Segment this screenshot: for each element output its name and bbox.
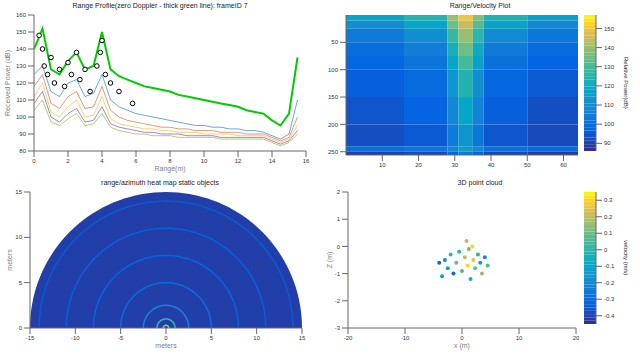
svg-text:15: 15	[299, 335, 306, 341]
svg-text:100: 100	[604, 121, 615, 127]
html-text:3D point cloud: 3D point cloud	[457, 179, 503, 186]
svg-text:120: 120	[604, 83, 615, 89]
svg-text:1: 1	[337, 216, 341, 222]
svg-text:140: 140	[16, 46, 27, 52]
svg-text:meters: meters	[155, 342, 177, 349]
svg-text:50: 50	[524, 162, 531, 168]
svg-text:0: 0	[164, 335, 168, 341]
svg-text:0.3: 0.3	[604, 197, 613, 203]
svg-text:14: 14	[269, 158, 276, 164]
svg-text:0.1: 0.1	[604, 230, 613, 236]
svg-text:0: 0	[19, 325, 23, 331]
svg-text:15: 15	[15, 189, 22, 195]
svg-text:130: 130	[604, 64, 615, 70]
svg-text:-20: -20	[344, 335, 353, 341]
svg-text:8: 8	[168, 158, 172, 164]
svg-text:2: 2	[66, 158, 70, 164]
svg-text:20: 20	[415, 162, 422, 168]
svg-text:-0.1: -0.1	[604, 263, 615, 269]
svg-text:100: 100	[328, 67, 339, 73]
svg-text:-0.2: -0.2	[604, 280, 615, 286]
svg-text:-10: -10	[401, 335, 410, 341]
svg-text:0: 0	[604, 247, 608, 253]
svg-text:110: 110	[604, 102, 614, 108]
svg-text:90: 90	[19, 131, 26, 137]
svg-text:-1: -1	[335, 271, 341, 277]
html-text:range/azimuth heat map static: range/azimuth heat map static objects	[101, 179, 219, 186]
html-text:Range Profile(zero Doppler - t: Range Profile(zero Doppler - thick green…	[72, 2, 248, 9]
svg-text:Range(m): Range(m)	[154, 165, 185, 173]
svg-text:60: 60	[560, 162, 567, 168]
svg-text:10: 10	[379, 162, 386, 168]
svg-text:-5: -5	[118, 335, 124, 341]
svg-text:140: 140	[604, 45, 615, 51]
svg-text:110: 110	[16, 97, 26, 103]
svg-text:16: 16	[303, 158, 310, 164]
svg-text:100: 100	[16, 114, 27, 120]
svg-text:40: 40	[488, 162, 495, 168]
html-text:Relative Power(dB): Relative Power(dB)	[622, 57, 629, 109]
svg-text:120: 120	[16, 80, 27, 86]
svg-text:x (m): x (m)	[454, 342, 470, 350]
svg-text:160: 160	[16, 12, 27, 18]
html-text:velocity (m/s): velocity (m/s)	[622, 240, 629, 276]
svg-text:6: 6	[134, 158, 138, 164]
svg-text:0: 0	[32, 158, 36, 164]
svg-text:10: 10	[253, 335, 260, 341]
svg-text:0: 0	[460, 335, 464, 341]
svg-text:Z (m): Z (m)	[326, 252, 334, 269]
svg-text:250: 250	[328, 149, 339, 155]
svg-text:90: 90	[604, 140, 611, 146]
svg-text:20: 20	[573, 335, 580, 341]
svg-text:12: 12	[235, 158, 242, 164]
svg-text:meters: meters	[6, 249, 13, 271]
svg-text:-0.4: -0.4	[604, 313, 615, 319]
svg-text:200: 200	[328, 122, 339, 128]
svg-text:5: 5	[210, 335, 214, 341]
svg-text:-10: -10	[71, 335, 80, 341]
svg-text:-15: -15	[26, 335, 35, 341]
svg-text:-0.3: -0.3	[604, 296, 615, 302]
svg-text:5: 5	[19, 280, 23, 286]
svg-text:0.2: 0.2	[604, 214, 613, 220]
svg-text:Received Power (dB): Received Power (dB)	[4, 50, 12, 116]
svg-text:2: 2	[337, 189, 341, 195]
html-text:Range/Velocity Plot: Range/Velocity Plot	[449, 2, 511, 9]
svg-text:80: 80	[19, 148, 26, 154]
svg-text:10: 10	[201, 158, 208, 164]
svg-text:0: 0	[337, 244, 341, 250]
svg-text:30: 30	[451, 162, 458, 168]
svg-text:150: 150	[16, 29, 27, 35]
svg-text:4: 4	[100, 158, 104, 164]
svg-text:-2: -2	[335, 298, 341, 304]
svg-text:150: 150	[328, 94, 339, 100]
svg-text:10: 10	[516, 335, 523, 341]
svg-text:10: 10	[15, 234, 22, 240]
svg-text:-3: -3	[335, 325, 341, 331]
svg-text:130: 130	[16, 63, 27, 69]
svg-text:50: 50	[331, 39, 338, 45]
svg-text:150: 150	[604, 26, 615, 32]
